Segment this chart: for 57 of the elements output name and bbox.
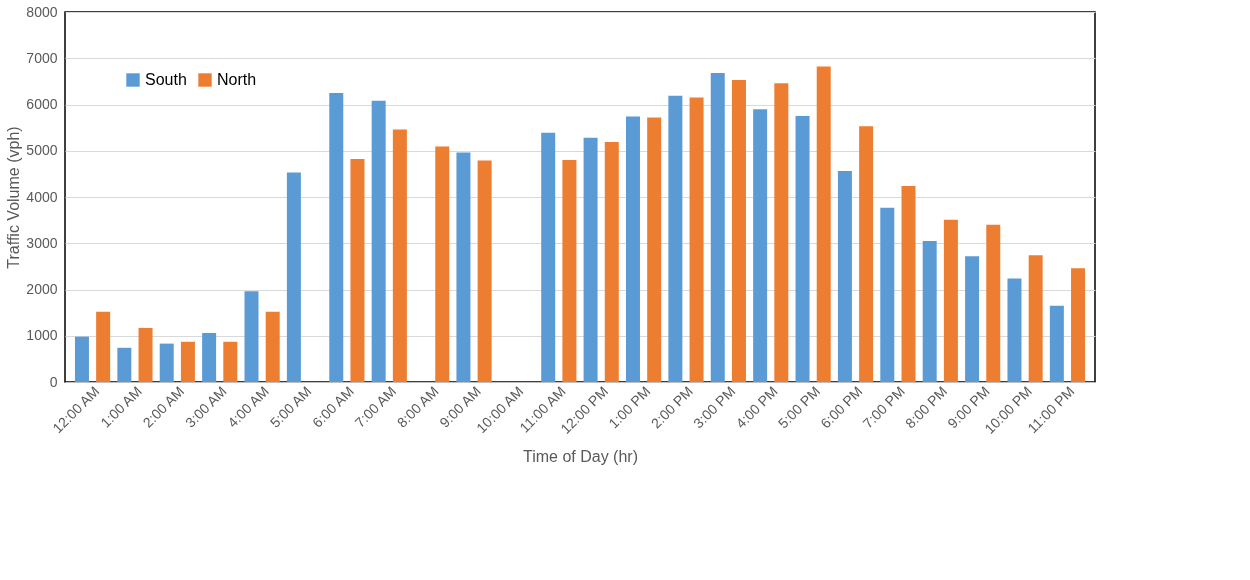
bar: [350, 159, 365, 382]
bar: [986, 224, 1001, 382]
bar: [753, 109, 768, 382]
bar: [816, 66, 831, 382]
bar: [668, 95, 683, 382]
bar: [1071, 268, 1086, 382]
bar: [223, 341, 238, 382]
bar: [477, 160, 492, 382]
bar: [138, 327, 153, 382]
bar: [604, 141, 619, 382]
bar: [1049, 305, 1064, 382]
bar: [562, 160, 577, 382]
y-tick-label: 1000: [26, 327, 58, 344]
bar: [880, 207, 895, 382]
x-axis-title: Time of Day (hr): [523, 447, 638, 465]
bar: [456, 152, 471, 382]
bar: [74, 336, 89, 382]
bar: [774, 83, 789, 382]
y-tick-label: 7000: [26, 49, 58, 66]
legend-label: North: [217, 71, 257, 88]
bar: [922, 240, 937, 382]
y-tick-label: 6000: [26, 96, 58, 112]
bar: [117, 347, 132, 382]
y-tick-label: 2000: [26, 281, 58, 297]
legend-label: South: [145, 71, 187, 88]
bar: [286, 172, 301, 382]
bar: [265, 311, 280, 382]
bar: [541, 132, 556, 382]
bar: [180, 341, 195, 382]
bar: [1007, 278, 1022, 382]
bar: [371, 100, 386, 382]
bar: [710, 73, 725, 382]
bar: [392, 129, 407, 382]
bar: [901, 185, 916, 382]
y-tick-label: 8000: [26, 3, 58, 20]
bar: [583, 137, 598, 382]
y-tick-label: 0: [49, 373, 58, 390]
bar: [1028, 255, 1043, 382]
y-tick-label: 5000: [26, 142, 58, 159]
bar: [329, 92, 344, 382]
bar: [647, 117, 662, 382]
bar: [795, 116, 810, 382]
bar: [244, 291, 259, 382]
bar: [435, 146, 450, 382]
bar: [625, 116, 640, 382]
y-axis-title: Traffic Volume (vph): [5, 126, 23, 269]
bar: [859, 126, 874, 382]
y-tick-label: 4000: [26, 188, 58, 205]
bar: [689, 97, 704, 382]
bar: [837, 171, 852, 382]
y-tick-label: 3000: [26, 234, 58, 251]
bar: [96, 311, 111, 382]
bar: [731, 79, 746, 382]
bar: [943, 219, 958, 382]
bar: [159, 343, 174, 382]
bar: [965, 256, 980, 382]
bar: [202, 332, 217, 382]
